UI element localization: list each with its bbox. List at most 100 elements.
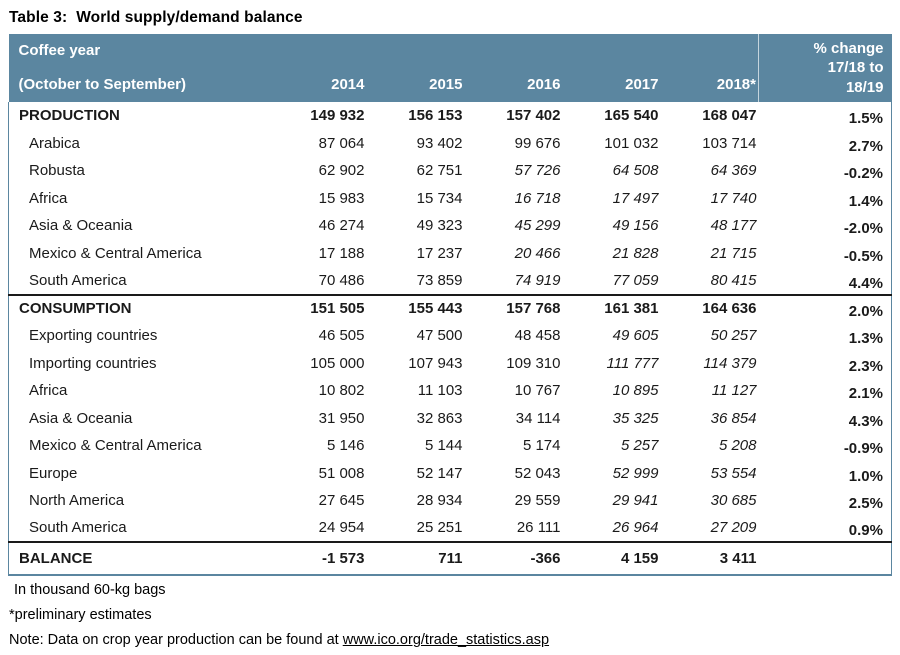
value-cell: 156 153 — [408, 107, 463, 125]
header-coffee-year-line2: (October to September) — [18, 76, 187, 93]
value-cell: 31 950 — [318, 409, 365, 427]
header-pct-line3: 18/19 — [845, 78, 884, 96]
value-cell: 5 257 — [620, 437, 659, 455]
pct-change-cell: 4.3% — [758, 407, 892, 435]
row-label: North America — [8, 487, 269, 515]
table-row: Exporting countries 46 505 47 500 48 458 49 … — [8, 322, 892, 353]
row-label: Asia & Oceania — [8, 404, 269, 432]
value-cell: 52 147 — [416, 464, 463, 482]
value-cell: 64 369 — [710, 162, 757, 180]
pct-change-cell: 2.3% — [758, 352, 892, 380]
row-label: South America — [8, 514, 269, 542]
value-cell: 157 402 — [506, 107, 561, 125]
row-label: CONSUMPTION — [8, 293, 269, 322]
header-row: Coffee year (October to September) 2014 … — [8, 34, 892, 102]
value-cell: 52 999 — [612, 464, 659, 482]
value-cell: 10 767 — [514, 382, 561, 400]
value-cell: 24 954 — [318, 519, 365, 537]
header-pct-change: % change 17/18 to 18/19 — [758, 34, 892, 102]
value-cell: 711 — [366, 541, 465, 576]
footnote-preliminary: *preliminary estimates — [9, 607, 152, 623]
value-cell: 93 402 — [416, 134, 463, 152]
header-pct-line2: 17/18 to — [827, 59, 884, 77]
value-cell: 48 458 — [514, 327, 561, 345]
value-cell: 77 059 — [612, 271, 659, 289]
table-row: BALANCE -1 573 711 -366 4 159 3 411 — [8, 541, 892, 579]
value-cell: 15 734 — [416, 189, 463, 207]
value-cell: 161 381 — [562, 293, 661, 322]
header-coffee-year: Coffee year (October to September) — [8, 34, 269, 102]
value-cell: 32 863 — [416, 409, 463, 427]
value-cell: 36 854 — [710, 409, 757, 427]
header-year-2017: 2017 — [562, 34, 661, 102]
row-label: BALANCE — [8, 541, 269, 576]
value-cell: 26 964 — [612, 519, 659, 537]
row-label: PRODUCTION — [8, 102, 269, 130]
value-cell: 49 323 — [416, 217, 463, 235]
header-year-2016: 2016 — [464, 34, 563, 102]
table-row: Mexico & Central America 5 146 5 144 5 174 5… — [8, 432, 892, 463]
value-cell: 62 751 — [416, 162, 463, 180]
value-cell: 26 111 — [516, 519, 561, 537]
value-cell: 30 685 — [710, 492, 757, 510]
value-cell: 74 919 — [514, 271, 561, 289]
table-row: Importing countries 105 000 107 943 109 310… — [8, 349, 892, 380]
value-cell: 4 159 — [562, 541, 661, 576]
value-cell: 80 415 — [710, 271, 757, 289]
value-cell: 105 000 — [310, 354, 365, 372]
table-row: Arabica 87 064 93 402 99 676 101 032 103 714 2… — [8, 129, 892, 160]
value-cell: 17 740 — [710, 189, 757, 207]
pct-change-cell: 4.4% — [758, 270, 892, 298]
pct-change-cell: 2.1% — [758, 380, 892, 408]
value-cell: 99 676 — [514, 134, 561, 152]
value-cell: 73 859 — [416, 271, 463, 289]
pct-change-cell: 2.0% — [758, 296, 892, 325]
value-cell: 15 983 — [318, 189, 365, 207]
value-cell: 165 540 — [604, 107, 659, 125]
row-label: Arabica — [8, 129, 269, 157]
pct-change-cell: 1.4% — [758, 187, 892, 215]
value-cell: 50 257 — [710, 327, 757, 345]
value-cell: 49 605 — [612, 327, 659, 345]
value-cell: 151 505 — [268, 293, 367, 322]
value-cell: 109 310 — [506, 354, 561, 372]
value-cell: 114 379 — [703, 354, 757, 372]
value-cell: 64 508 — [612, 162, 659, 180]
trade-statistics-link[interactable]: www.ico.org/trade_statistics.asp — [342, 632, 550, 648]
value-cell: 5 144 — [424, 437, 463, 455]
table-row: Africa 15 983 15 734 16 718 17 497 17 740 1.4% — [8, 184, 892, 215]
pct-change-cell: 1.5% — [758, 105, 892, 133]
table-row: Robusta 62 902 62 751 57 726 64 508 64 369 -0.… — [8, 157, 892, 188]
value-cell: 11 127 — [711, 382, 757, 400]
row-label: Africa — [8, 184, 269, 212]
value-cell: 17 188 — [318, 244, 365, 262]
value-cell: 5 208 — [718, 437, 757, 455]
table-number: Table 3: — [9, 9, 68, 26]
value-cell: 164 636 — [660, 293, 759, 322]
value-cell: 5 174 — [522, 437, 561, 455]
value-cell: 21 715 — [710, 244, 757, 262]
table-row: Asia & Oceania 46 274 49 323 45 299 49 156 48… — [8, 212, 892, 243]
value-cell: 57 726 — [514, 162, 561, 180]
pct-change-cell: -2.0% — [758, 215, 892, 243]
value-cell: 103 714 — [702, 134, 757, 152]
footnotes: In thousand 60-kg bags *preliminary esti… — [8, 578, 891, 653]
value-cell: 70 486 — [318, 271, 365, 289]
value-cell: 87 064 — [318, 134, 365, 152]
value-cell: 29 941 — [612, 492, 659, 510]
value-cell: 101 032 — [604, 134, 659, 152]
value-cell: 35 325 — [612, 409, 659, 427]
value-cell: 10 895 — [612, 382, 659, 400]
value-cell: 49 156 — [612, 217, 659, 235]
row-label: Asia & Oceania — [8, 212, 269, 240]
value-cell: 51 008 — [318, 464, 365, 482]
value-cell: 168 047 — [702, 107, 757, 125]
row-label: Robusta — [8, 157, 269, 185]
footnote-note-text: Note: Data on crop year production can b… — [9, 632, 343, 648]
header-year-2015: 2015 — [366, 34, 465, 102]
value-cell: 29 559 — [514, 492, 561, 510]
table-row: North America 27 645 28 934 29 559 29 941 30 … — [8, 487, 892, 518]
pct-change-cell: 0.9% — [758, 517, 892, 545]
value-cell: 21 828 — [612, 244, 659, 262]
